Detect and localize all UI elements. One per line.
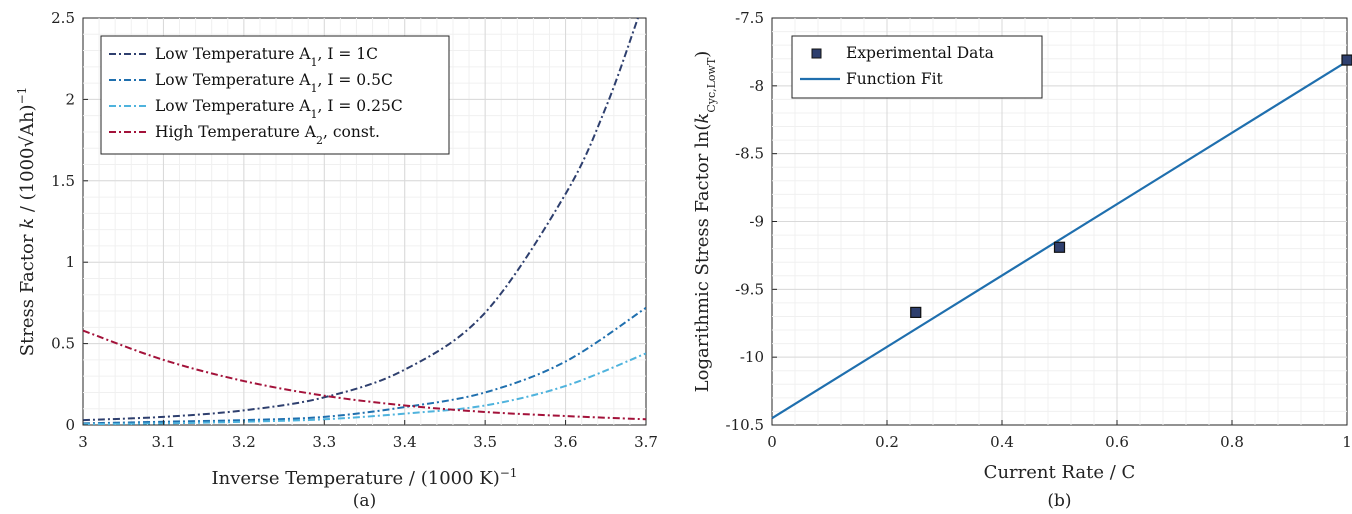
legend-label: Low Temperature A1, I = 0.5C bbox=[155, 71, 393, 95]
x-tick-label: 3.2 bbox=[232, 433, 256, 451]
legend-label: Low Temperature A1, I = 0.25C bbox=[155, 97, 403, 121]
series-line-2 bbox=[83, 306, 646, 425]
legend-label: Function Fit bbox=[846, 70, 944, 88]
legend-label: Low Temperature A1, I = 1C bbox=[155, 45, 378, 69]
y-tick-label: 1.5 bbox=[51, 172, 75, 190]
x-tick-label: 3.6 bbox=[554, 433, 578, 451]
legend-box-b bbox=[791, 35, 1043, 99]
y-tick-label: 2 bbox=[65, 90, 75, 108]
x-tick-label: 3.5 bbox=[473, 433, 497, 451]
y-tick-label: -8.5 bbox=[735, 145, 764, 163]
x-tick-label: 3.4 bbox=[393, 433, 417, 451]
y-axis-label-a: Stress Factor k / (1000√Ah)−1 bbox=[15, 87, 38, 357]
data-point bbox=[1341, 54, 1352, 66]
y-tick-label: -8 bbox=[749, 77, 764, 95]
y-tick-label: 1 bbox=[65, 253, 75, 271]
legend-label: High Temperature A2, const. bbox=[155, 123, 380, 147]
y-tick-label: -9.5 bbox=[735, 280, 764, 298]
data-point bbox=[910, 306, 922, 318]
x-ticks-a: 3 3.1 3.2 3.3 3.4 3.5 3.6 3.7 bbox=[78, 420, 658, 451]
series-marks-b bbox=[771, 54, 1352, 420]
y-tick-label: -10.5 bbox=[726, 416, 764, 434]
x-tick-label: 3.1 bbox=[151, 433, 175, 451]
fit-line bbox=[771, 60, 1348, 420]
series-lines-a bbox=[83, 18, 646, 425]
plot-area-a bbox=[82, 17, 647, 426]
x-tick-label: 0.4 bbox=[990, 433, 1014, 451]
x-axis-label-b: Current Rate / C bbox=[984, 462, 1136, 483]
y-ticks-b: -10.5 -10 -9.5 -9 -8.5 -8 -7.5 bbox=[726, 9, 777, 434]
y-tick-label: 2.5 bbox=[51, 9, 75, 27]
y-tick-label: -9 bbox=[749, 213, 764, 231]
data-point bbox=[1053, 241, 1066, 253]
y-ticks-a: 0 0.5 1 1.5 2 2.5 bbox=[51, 9, 88, 434]
y-axis-label-b: Logarithmic Stress Factor ln(kCyc,LowT) bbox=[692, 51, 718, 393]
legend-swatch-marker bbox=[811, 48, 822, 59]
x-tick-label: 3.3 bbox=[312, 433, 336, 451]
y-tick-label: 0 bbox=[65, 416, 75, 434]
x-tick-label: 0 bbox=[767, 433, 777, 451]
legend-box-a bbox=[100, 35, 450, 155]
panel-a: 3 3.1 3.2 3.3 3.4 3.5 3.6 3.7 0 0.5 1 1.5 2 2.5 Inve… bbox=[15, 9, 658, 511]
y-tick-label: -7.5 bbox=[735, 9, 764, 27]
series-line-1 bbox=[83, 18, 639, 422]
x-tick-label: 3 bbox=[78, 433, 88, 451]
x-tick-label: 0.2 bbox=[875, 433, 899, 451]
x-tick-label: 1 bbox=[1342, 433, 1352, 451]
panel-b: 0 0.2 0.4 0.6 0.8 1 -10.5-10-9.5-9-8.5-8-7.5 … bbox=[692, 9, 1352, 511]
y-tick-label: 0.5 bbox=[51, 335, 75, 353]
legend-b: Experimental Data Function Fit bbox=[791, 35, 1043, 99]
series-line-3 bbox=[83, 352, 646, 425]
x-tick-label: 0.8 bbox=[1220, 433, 1244, 451]
legend-label: Experimental Data bbox=[846, 44, 994, 62]
y-tick-label: -10 bbox=[740, 348, 764, 366]
x-ticks-b: 0 0.2 0.4 0.6 0.8 1 bbox=[767, 420, 1352, 451]
x-tick-label: 3.7 bbox=[634, 433, 658, 451]
caption-b: (b) bbox=[1047, 491, 1071, 511]
grid-b bbox=[772, 18, 1347, 425]
x-tick-label: 0.6 bbox=[1105, 433, 1129, 451]
x-axis-label-a: Inverse Temperature / (1000 K)−1 bbox=[212, 466, 518, 489]
caption-a: (a) bbox=[353, 491, 376, 511]
